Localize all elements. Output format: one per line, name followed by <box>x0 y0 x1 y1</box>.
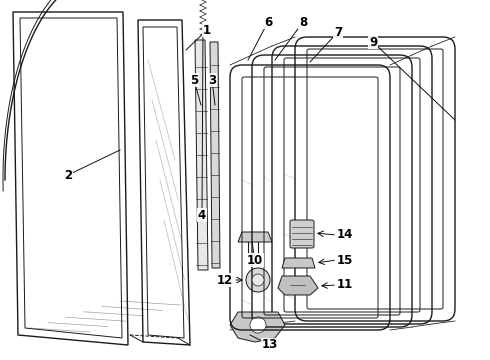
Polygon shape <box>195 40 208 270</box>
Text: 8: 8 <box>299 15 307 28</box>
Text: 7: 7 <box>334 26 342 39</box>
Circle shape <box>246 268 270 292</box>
Polygon shape <box>230 312 285 342</box>
Circle shape <box>250 317 266 333</box>
Circle shape <box>252 274 264 286</box>
Text: 5: 5 <box>190 73 198 86</box>
Text: 9: 9 <box>369 36 377 49</box>
Text: 15: 15 <box>337 253 353 266</box>
Polygon shape <box>238 232 272 242</box>
Polygon shape <box>282 258 315 268</box>
FancyBboxPatch shape <box>290 220 314 248</box>
Text: 14: 14 <box>337 229 353 242</box>
Text: 2: 2 <box>64 168 72 181</box>
Text: 1: 1 <box>203 23 211 36</box>
Polygon shape <box>278 276 318 295</box>
Text: 3: 3 <box>208 73 216 86</box>
Text: 12: 12 <box>217 274 233 287</box>
Text: 10: 10 <box>247 253 263 266</box>
Text: 4: 4 <box>198 208 206 221</box>
Text: 6: 6 <box>264 15 272 28</box>
Text: 11: 11 <box>337 279 353 292</box>
Polygon shape <box>210 42 220 268</box>
Text: 13: 13 <box>262 338 278 351</box>
